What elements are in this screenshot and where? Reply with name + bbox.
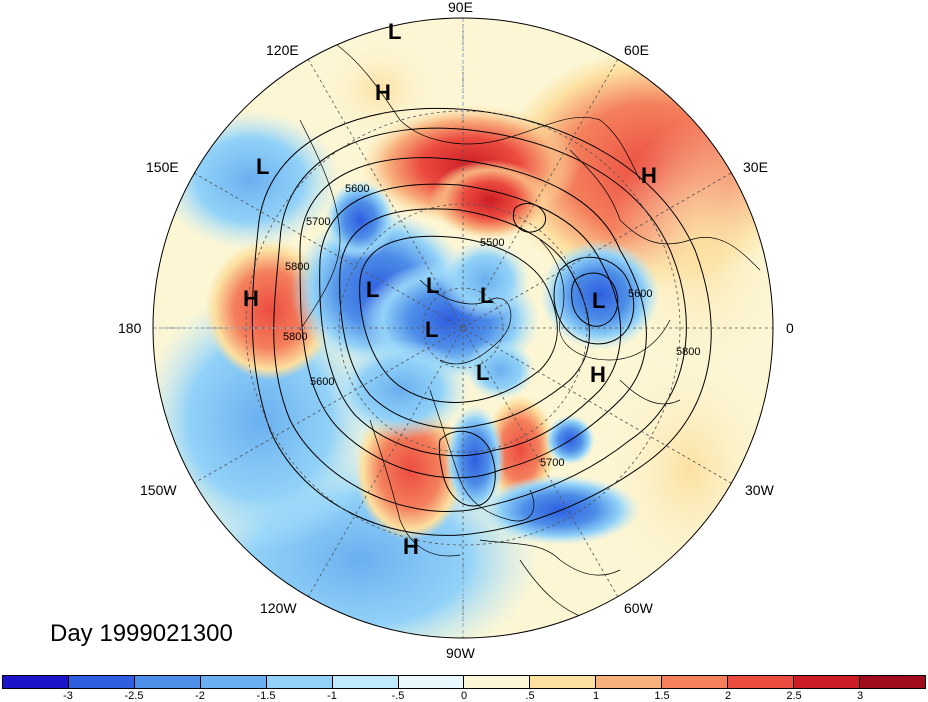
colorbar-swatch	[859, 676, 925, 688]
contour-label: 5800	[285, 261, 309, 273]
contour-label: 5600	[310, 376, 334, 388]
low-pressure-marker: L	[256, 154, 269, 179]
colorbar-swatch	[68, 676, 135, 688]
colorbar-swatch	[3, 676, 69, 688]
colorbar-tick-label: -2.5	[124, 690, 144, 702]
lon-label-30e: 30E	[743, 159, 768, 175]
lon-label-150e: 150E	[146, 159, 179, 175]
contour-label: 5500	[480, 237, 504, 249]
colorbar-swatch	[200, 676, 267, 688]
low-pressure-marker: L	[476, 360, 489, 385]
colorbar-swatch	[530, 676, 597, 688]
lon-label-120e: 120E	[266, 42, 299, 58]
contour-label: 5800	[676, 346, 700, 358]
lon-label-120w: 120W	[260, 600, 297, 616]
date-title: Day 1999021300	[50, 620, 233, 647]
colorbar-swatch	[662, 676, 729, 688]
contour-label: 5600	[628, 288, 652, 300]
colorbar-tick-label: -1	[327, 690, 337, 702]
high-pressure-marker: H	[243, 286, 259, 311]
lon-label-0: 0	[786, 320, 794, 336]
map-boundary	[152, 17, 774, 639]
equator-line	[153, 18, 464, 638]
longitude-labels: 90E 120E 60E 150E 30E 180 0 150W 30W 120…	[118, 0, 794, 660]
contour-labels: 5600 5700 5500 5800 5800 5600 5600 5800 …	[283, 183, 700, 469]
high-pressure-marker: H	[403, 534, 419, 559]
colorbar-swatch	[398, 676, 465, 688]
colorbar-swatch	[728, 676, 795, 688]
colorbar-tick-label: 1.5	[654, 690, 670, 702]
lon-label-60w: 60W	[624, 600, 654, 616]
high-pressure-marker: H	[641, 163, 657, 188]
polar-map: 5600 5700 5500 5800 5800 5600 5600 5800 …	[118, 0, 794, 660]
colorbar-swatch	[794, 676, 860, 688]
colorbar-swatch	[266, 676, 333, 688]
low-pressure-marker: L	[480, 283, 493, 308]
low-pressure-marker: L	[366, 277, 379, 302]
low-pressure-marker: L	[592, 288, 605, 313]
colorbar	[2, 675, 926, 689]
contour-label: 5800	[283, 331, 307, 343]
colorbar-tick-label: -2	[195, 690, 205, 702]
colorbar-tick-label: -.5	[391, 690, 405, 702]
high-pressure-marker: H	[375, 80, 391, 105]
contour-label: 5700	[540, 457, 564, 469]
colorbar-tick-label: -3	[63, 690, 73, 702]
pressure-markers: L H L H H L L L L L H L H	[243, 19, 657, 559]
colorbar-tick-label: .5	[525, 690, 535, 702]
lon-label-90w: 90W	[446, 645, 476, 660]
colorbar-swatch	[464, 676, 531, 688]
colorbar-swatch	[134, 676, 201, 688]
colorbar-tick-label: -1.5	[256, 690, 276, 702]
colorbar-swatch	[596, 676, 663, 688]
low-pressure-marker: L	[426, 273, 439, 298]
low-pressure-marker: L	[388, 19, 401, 44]
anomaly-field	[153, 18, 773, 638]
lon-label-90e: 90E	[448, 0, 473, 15]
contour-label: 5600	[345, 183, 369, 195]
contour-label: 5700	[306, 216, 330, 228]
colorbar-tick-label: 0	[460, 690, 468, 702]
height-contours	[251, 107, 712, 536]
colorbar-swatch	[332, 676, 399, 688]
colorbar-tick-label: 2.5	[786, 690, 802, 702]
colorbar-tick-label: 3	[856, 690, 864, 702]
high-pressure-marker: H	[590, 362, 606, 387]
colorbar-tick-label: 1	[592, 690, 600, 702]
lon-label-150w: 150W	[140, 482, 177, 498]
lon-label-60e: 60E	[624, 42, 649, 58]
lon-label-30w: 30W	[745, 482, 775, 498]
colorbar-tick-label: 2	[724, 690, 732, 702]
low-pressure-marker: L	[425, 317, 438, 342]
lon-label-180: 180	[118, 320, 142, 336]
